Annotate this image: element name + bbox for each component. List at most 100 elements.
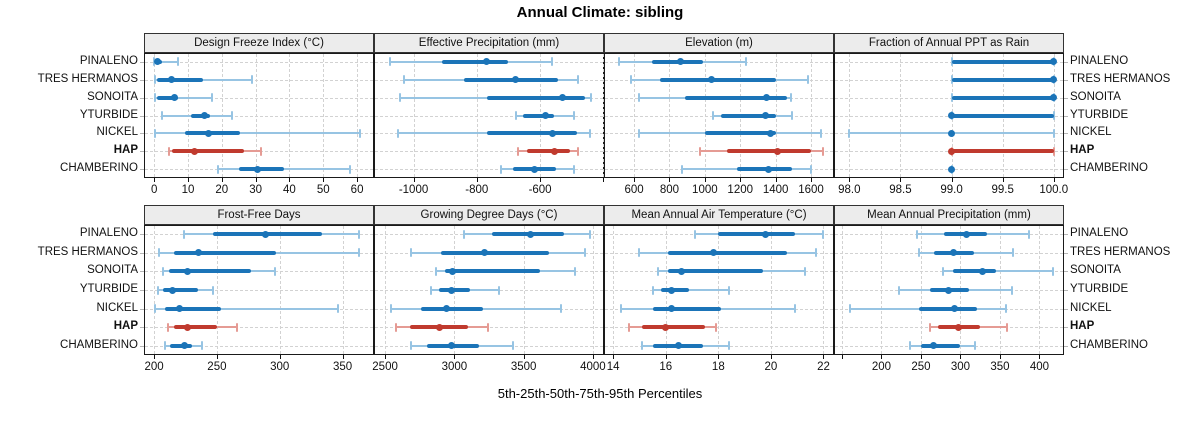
y-tick-right — [1064, 80, 1068, 81]
median-dot — [762, 94, 770, 102]
median-dot — [541, 112, 549, 119]
grid-line-vertical — [900, 54, 902, 177]
panel-plot — [144, 225, 374, 355]
interval-5th-95th — [154, 78, 253, 81]
x-tick-label: 1400 — [762, 184, 789, 196]
median-dot — [948, 165, 956, 173]
interval-whisker-cap — [629, 75, 632, 85]
x-tick-label: 3500 — [510, 361, 537, 373]
interval-25th-75th — [952, 269, 997, 274]
interval-whisker-cap — [572, 164, 575, 174]
grid-line-horizontal — [375, 116, 603, 117]
interval-whisker-cap — [744, 57, 747, 67]
x-tick-label: 22 — [817, 361, 830, 373]
site-label-right: YTURBIDE — [1070, 283, 1129, 295]
interval-whisker-cap — [680, 164, 683, 174]
interval-5th-95th — [652, 289, 729, 291]
x-tick-label: 600 — [624, 184, 644, 196]
interval-whisker-cap — [511, 341, 514, 351]
median-dot — [442, 305, 450, 313]
x-tick — [413, 178, 415, 182]
median-dot — [667, 305, 675, 313]
median-dot — [662, 323, 670, 331]
grid-line-horizontal — [375, 169, 603, 170]
interval-whisker-cap — [804, 266, 807, 276]
site-label-left: HAP — [113, 320, 138, 333]
median-dot — [766, 129, 774, 137]
median-dot — [527, 230, 535, 238]
median-dot — [512, 76, 520, 84]
y-tick-left — [140, 116, 144, 117]
y-tick-right — [1064, 151, 1068, 152]
interval-whisker-cap — [637, 93, 640, 103]
x-tick — [540, 178, 542, 182]
grid-line-vertical — [634, 54, 636, 177]
interval-whisker-cap — [410, 341, 413, 351]
median-dot — [559, 94, 567, 102]
interval-25th-75th — [668, 250, 787, 255]
x-tick-label: 4000 — [580, 361, 606, 373]
median-dot — [950, 305, 958, 313]
interval-25th-75th — [523, 113, 555, 118]
y-tick-right — [1064, 62, 1068, 63]
y-tick-left — [140, 346, 144, 347]
median-dot — [194, 249, 202, 257]
interval-whisker-cap — [463, 229, 466, 239]
x-tick-label: 40 — [283, 184, 296, 196]
site-label-left: PINALENO — [79, 227, 138, 240]
interval-whisker-cap — [807, 75, 810, 85]
interval-whisker-cap — [917, 248, 920, 258]
x-tick — [613, 355, 615, 359]
panel-strip-title: Effective Precipitation (mm) — [374, 33, 604, 53]
interval-25th-75th — [174, 325, 217, 330]
interval-whisker-cap — [156, 285, 159, 295]
site-label-left: YTURBIDE — [79, 108, 138, 121]
x-tick — [289, 178, 291, 182]
x-tick — [823, 355, 825, 359]
x-tick-label: 250 — [207, 361, 227, 373]
panel-plot — [834, 225, 1064, 355]
site-label-right: PINALENO — [1070, 227, 1129, 240]
x-tick — [592, 355, 594, 359]
median-dot — [448, 286, 456, 294]
interval-25th-75th — [174, 250, 276, 255]
interval-whisker-cap — [897, 285, 900, 295]
y-tick-right — [1064, 271, 1068, 272]
median-dot — [167, 76, 175, 84]
interval-whisker-cap — [176, 57, 179, 67]
interval-25th-75th — [191, 113, 210, 118]
x-tick — [704, 178, 706, 182]
interval-5th-95th — [218, 168, 351, 171]
interval-whisker-cap — [617, 57, 620, 67]
median-dot — [949, 249, 957, 257]
grid-line-horizontal — [145, 346, 373, 347]
median-dot — [262, 230, 270, 238]
x-tick — [357, 178, 359, 182]
site-label-right: HAP — [1070, 320, 1095, 333]
interval-5th-95th — [943, 270, 1053, 273]
median-dot — [955, 323, 963, 331]
interval-25th-75th — [171, 149, 244, 154]
x-tick — [811, 178, 812, 182]
x-tick — [718, 355, 720, 359]
median-dot — [948, 112, 956, 119]
interval-25th-75th — [156, 95, 178, 100]
interval-whisker-cap — [589, 128, 592, 138]
median-dot — [154, 58, 162, 66]
interval-whisker-cap — [641, 341, 644, 351]
x-tick — [1002, 178, 1004, 182]
panel-strip-title: Design Freeze Index (°C) — [144, 33, 374, 53]
site-label-right: SONOITA — [1070, 90, 1121, 103]
x-axis-title: 5th-25th-50th-75th-95th Percentiles — [497, 386, 703, 401]
interval-whisker-cap — [699, 146, 702, 156]
interval-whisker-cap — [572, 111, 575, 120]
interval-5th-95th — [155, 307, 338, 310]
x-tick-label: 100.0 — [1039, 184, 1069, 196]
median-dot — [253, 165, 261, 173]
interval-whisker-cap — [200, 341, 203, 351]
interval-25th-75th — [652, 306, 721, 311]
x-tick — [385, 355, 387, 359]
panel-strip-title: Fraction of Annual PPT as Rain — [834, 33, 1064, 53]
x-tick — [770, 355, 772, 359]
interval-25th-75th — [720, 113, 776, 118]
